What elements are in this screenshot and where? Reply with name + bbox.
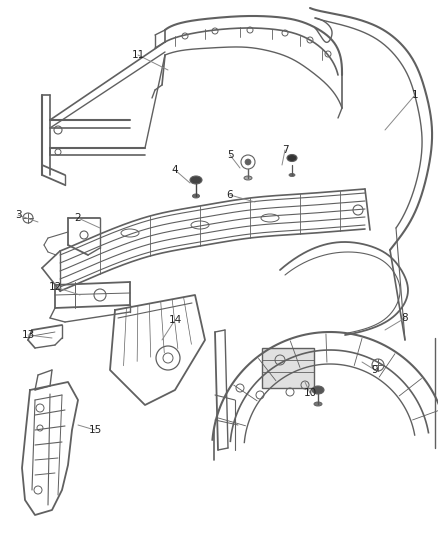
Text: 15: 15 [88, 425, 102, 435]
Text: 1: 1 [412, 90, 418, 100]
Text: 11: 11 [131, 50, 145, 60]
Text: 3: 3 [15, 210, 21, 220]
Ellipse shape [314, 402, 322, 406]
Ellipse shape [261, 214, 279, 222]
Ellipse shape [287, 155, 297, 161]
Circle shape [245, 159, 251, 165]
Ellipse shape [289, 174, 295, 176]
Text: 7: 7 [282, 145, 288, 155]
Text: 4: 4 [172, 165, 178, 175]
Ellipse shape [121, 229, 139, 237]
Text: 5: 5 [227, 150, 233, 160]
Text: 6: 6 [227, 190, 233, 200]
Ellipse shape [191, 221, 209, 229]
Ellipse shape [190, 176, 202, 184]
Text: 9: 9 [372, 365, 378, 375]
Text: 12: 12 [48, 282, 62, 292]
Ellipse shape [244, 176, 252, 180]
Text: 14: 14 [168, 315, 182, 325]
FancyBboxPatch shape [262, 348, 314, 388]
Ellipse shape [312, 386, 324, 394]
Text: 2: 2 [75, 213, 81, 223]
Text: 10: 10 [304, 388, 317, 398]
Ellipse shape [192, 194, 199, 198]
Text: 8: 8 [402, 313, 408, 323]
Text: 13: 13 [21, 330, 35, 340]
